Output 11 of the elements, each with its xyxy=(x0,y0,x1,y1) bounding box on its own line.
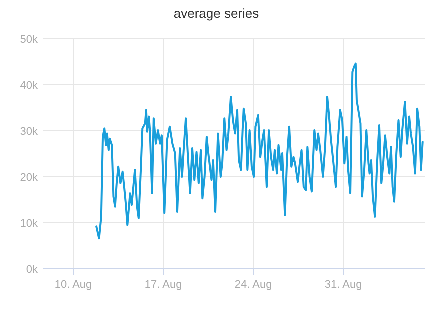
y-tick-label: 30k xyxy=(20,126,38,138)
y-tick-label: 0k xyxy=(26,264,38,276)
y-tick-label: 40k xyxy=(20,80,38,92)
x-tick-label: 10. Aug xyxy=(54,279,92,291)
chart-title: average series xyxy=(174,6,260,21)
x-tick-label: 17. Aug xyxy=(144,279,182,291)
x-tick-label: 31. Aug xyxy=(324,279,362,291)
y-tick-label: 50k xyxy=(20,34,38,46)
x-tick-label: 24. Aug xyxy=(234,279,272,291)
y-tick-label: 20k xyxy=(20,172,38,184)
y-tick-label: 10k xyxy=(20,218,38,230)
